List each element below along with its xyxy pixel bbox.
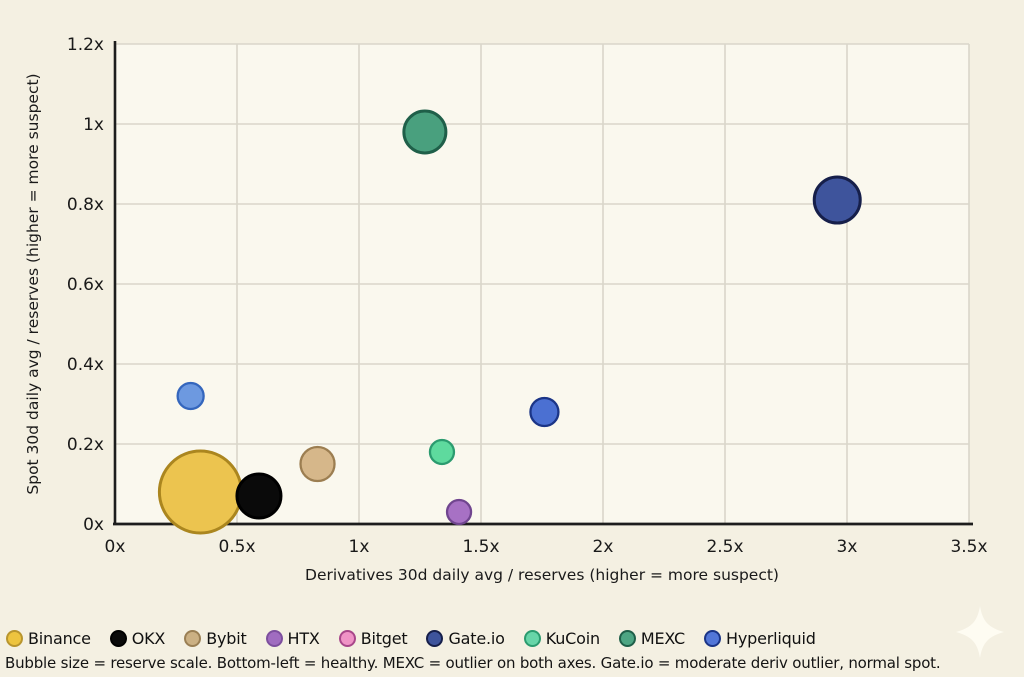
legend-item-kucoin: KuCoin <box>523 629 600 648</box>
legend-swatch-icon <box>618 630 636 647</box>
legend-item-hyperliquid: Hyperliquid <box>704 629 816 648</box>
y-tick-label: 1x <box>83 115 104 135</box>
legend-item-htx: HTX <box>265 629 320 648</box>
legend-swatch-icon <box>6 630 23 647</box>
bubble-bybit <box>299 445 336 483</box>
bubble-kucoin <box>428 438 456 466</box>
legend-swatch-icon <box>109 630 127 647</box>
sparkle-icon <box>956 606 1004 662</box>
bubble-hyperliquid <box>529 396 560 428</box>
bubble-bitget <box>176 381 205 411</box>
legend-label: KuCoin <box>545 629 600 648</box>
x-axis-title: Derivatives 30d daily avg / reserves (hi… <box>305 566 779 584</box>
x-tick-label: 0x <box>105 537 126 557</box>
x-tick-label: 3x <box>837 537 858 557</box>
legend-swatch-icon <box>265 630 283 647</box>
y-tick-label: 0.2x <box>67 435 104 455</box>
y-tick-label: 0.6x <box>67 275 104 295</box>
legend-label: MEXC <box>640 629 686 648</box>
y-tick-label: 0.8x <box>67 195 104 215</box>
legend-swatch-icon <box>523 630 541 647</box>
bubble-htx <box>445 498 473 526</box>
legend-swatch-icon <box>338 630 356 647</box>
bubble-binance <box>157 449 243 535</box>
bubble-gateio <box>812 175 862 225</box>
bubble-okx <box>235 472 283 520</box>
legend-label: OKX <box>131 629 166 648</box>
chart-caption: Bubble size = reserve scale. Bottom-left… <box>5 654 941 672</box>
legend-item-binance: Binance <box>6 629 91 648</box>
y-tick-label: 0.4x <box>67 355 104 375</box>
x-tick-label: 1.5x <box>462 537 499 557</box>
chart-legend: Binance OKX Bybit HTX Bitget Gate.io KuCoin MEX… <box>6 629 816 648</box>
bubble-mexc <box>402 109 448 155</box>
legend-label: Bybit <box>206 629 247 648</box>
scatter-plot: 0x 0.5x 1x 1.5x 2x 2.5x 3x 3.5x 0x 0.2x 0.4x 0.6x 0.… <box>24 35 988 584</box>
legend-label: Binance <box>28 629 91 648</box>
legend-item-bitget: Bitget <box>338 629 408 648</box>
y-tick-label: 1.2x <box>67 35 104 55</box>
x-tick-label: 3.5x <box>950 537 987 557</box>
y-tick-label: 0x <box>83 515 104 535</box>
legend-item-okx: OKX <box>109 629 166 648</box>
x-tick-label: 1x <box>349 537 370 557</box>
legend-label: HTX <box>287 629 320 648</box>
legend-item-bybit: Bybit <box>184 629 247 648</box>
legend-label: Gate.io <box>448 629 505 648</box>
legend-label: Bitget <box>360 629 408 648</box>
legend-swatch-icon <box>184 630 202 647</box>
legend-swatch-icon <box>426 630 444 647</box>
y-axis-title: Spot 30d daily avg / reserves (higher = … <box>24 73 42 494</box>
x-tick-label: 0.5x <box>218 537 255 557</box>
legend-item-gateio: Gate.io <box>426 629 505 648</box>
legend-swatch-icon <box>704 630 722 647</box>
legend-item-mexc: MEXC <box>618 629 686 648</box>
x-tick-label: 2.5x <box>706 537 743 557</box>
x-tick-label: 2x <box>593 537 614 557</box>
legend-label: Hyperliquid <box>726 629 816 648</box>
